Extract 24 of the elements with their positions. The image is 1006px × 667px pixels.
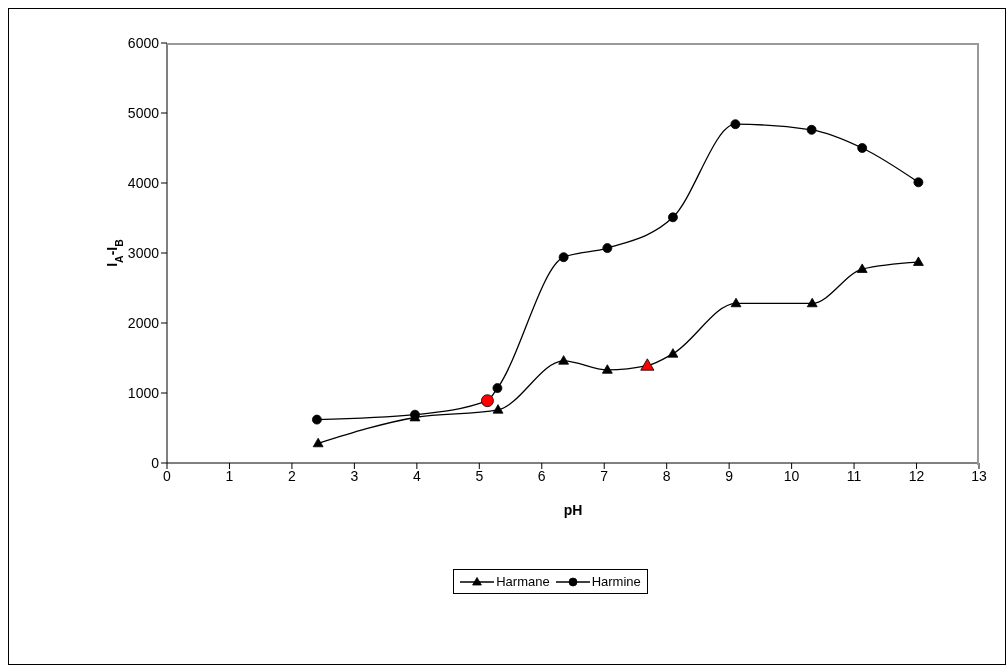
legend-label: Harmine — [591, 574, 641, 589]
y-tick-label: 6000 — [127, 34, 160, 51]
x-tick-label: 13 — [971, 467, 987, 484]
y-tick-label: 1000 — [127, 384, 160, 401]
y-tick-label: 0 — [151, 454, 160, 471]
y-tick-label: 3000 — [127, 244, 160, 261]
y-tick-label: 5000 — [127, 104, 160, 121]
x-tick-label: 10 — [783, 467, 800, 484]
x-tick-label: 7 — [600, 467, 609, 484]
x-tick-label: 3 — [350, 467, 359, 484]
x-axis-title: pH — [563, 502, 583, 518]
x-tick-label: 4 — [412, 467, 421, 484]
y-tick-label: 2000 — [127, 314, 160, 331]
x-tick-label: 12 — [908, 467, 925, 484]
legend-label: Harmane — [496, 574, 550, 589]
x-tick-label: 6 — [537, 467, 546, 484]
x-tick-label: 1 — [225, 467, 234, 484]
x-tick-label: 11 — [846, 467, 862, 484]
y-tick-label: 4000 — [127, 174, 160, 191]
x-tick-label: 0 — [163, 467, 172, 484]
x-tick-label: 2 — [288, 467, 297, 484]
x-tick-label: 5 — [475, 467, 484, 484]
x-tick-label: 8 — [662, 467, 671, 484]
x-tick-label: 9 — [725, 467, 734, 484]
